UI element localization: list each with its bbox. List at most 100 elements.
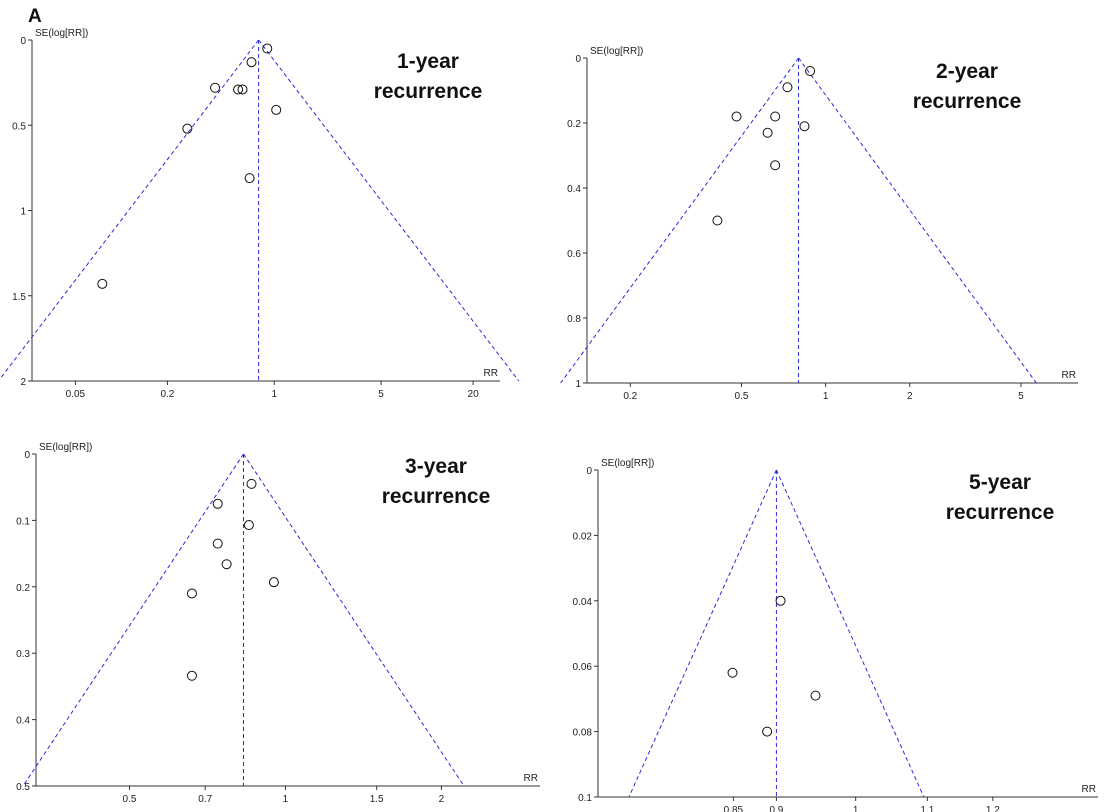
y-tick-label: 0.02: [573, 531, 593, 542]
x-tick-label: 1: [823, 391, 829, 402]
y-axis-label: SE(log[RR]): [35, 28, 88, 39]
study-point: [271, 104, 282, 115]
y-tick-label: 0: [575, 54, 581, 65]
x-axis-label: RR: [524, 773, 538, 784]
x-tick-label: 0.85: [724, 805, 744, 812]
funnel-right-line: [243, 453, 465, 787]
y-tick-label: 1: [20, 207, 26, 218]
study-point: [246, 57, 257, 68]
study-point: [221, 559, 232, 570]
study-point: [782, 82, 793, 93]
study-point: [237, 84, 248, 95]
study-point: [727, 667, 738, 678]
funnel-left-line: [628, 469, 777, 798]
study-point: [210, 82, 221, 93]
y-tick-label: 0.5: [16, 782, 30, 793]
x-tick-label: 1.2: [986, 805, 1000, 812]
funnel-plot-1-year: 0 0.5 1 1.5 2 0.05 0.2 1 5 20 SE(log[RR]) RR 1-year r…: [0, 28, 520, 400]
y-axis-label: SE(log[RR]): [590, 46, 643, 57]
study-point: [770, 160, 781, 171]
x-tick-label: 2: [907, 391, 913, 402]
panel-title: 3-year: [405, 455, 467, 478]
x-tick-label: 1: [853, 805, 859, 812]
y-tick-label: 0: [20, 36, 26, 47]
y-tick-label: 1: [575, 379, 581, 390]
x-tick-label: 1: [283, 794, 289, 805]
study-point: [762, 127, 773, 138]
funnel-left-line: [0, 39, 259, 380]
y-tick-label: 1.5: [12, 292, 26, 303]
y-tick-label: 0.2: [567, 119, 581, 130]
panel-title: 5-year: [969, 471, 1031, 494]
funnel-right-line: [258, 39, 520, 382]
study-point: [731, 111, 742, 122]
x-tick-label: 20: [468, 389, 480, 400]
study-point: [186, 670, 197, 681]
y-tick-label: 0.3: [16, 649, 30, 660]
x-tick-label: 2: [439, 794, 445, 805]
panel-title: recurrence: [946, 501, 1055, 524]
y-tick-label: 0.06: [573, 662, 593, 673]
y-axis-label: SE(log[RR]): [601, 458, 654, 469]
study-point: [770, 111, 781, 122]
study-point: [799, 121, 810, 132]
y-tick-label: 0.8: [567, 314, 581, 325]
study-point: [712, 215, 723, 226]
study-point: [182, 123, 193, 134]
x-tick-label: 0.9: [769, 805, 783, 812]
y-tick-label: 0.04: [573, 597, 593, 608]
study-point: [262, 43, 273, 54]
y-tick-label: 0.1: [578, 793, 592, 804]
funnel-left-line: [560, 57, 799, 384]
funnel-right-line: [775, 469, 925, 798]
y-tick-label: 0.4: [567, 184, 581, 195]
study-point: [762, 726, 773, 737]
x-tick-label: 5: [378, 389, 384, 400]
funnel-plot-3-year: 0 0.1 0.2 0.3 0.4 0.5 0.5 0.7 1 1.5 2 SE(log[RR]) RR…: [16, 442, 540, 805]
y-tick-label: 0.08: [573, 728, 593, 739]
y-axis-label: SE(log[RR]): [39, 442, 92, 453]
x-axis-label: RR: [1062, 370, 1076, 381]
study-point: [186, 588, 197, 599]
panel-title: 2-year: [936, 60, 998, 83]
x-tick-label: 1.1: [920, 805, 934, 812]
x-tick-label: 0.2: [623, 391, 637, 402]
x-tick-label: 0.7: [198, 794, 212, 805]
funnel-plot-2-year: 0 0.2 0.4 0.6 0.8 1 0.2 0.5 1 2 5 SE(log[RR]) RR 2-ye…: [560, 46, 1078, 402]
y-tick-label: 0: [586, 466, 592, 477]
study-point: [805, 66, 816, 76]
study-point: [233, 84, 244, 95]
x-tick-label: 0.05: [66, 389, 86, 400]
x-axis-label: RR: [1082, 784, 1096, 795]
x-tick-label: 0.2: [160, 389, 174, 400]
study-point: [243, 520, 254, 531]
x-tick-label: 0.5: [123, 794, 137, 805]
y-tick-label: 0.5: [12, 121, 26, 132]
y-tick-label: 0: [24, 450, 30, 461]
study-point: [775, 595, 786, 606]
study-point: [268, 577, 279, 588]
x-axis-label: RR: [484, 368, 498, 379]
funnel-left-line: [22, 453, 244, 787]
study-point: [212, 538, 223, 549]
x-tick-label: 1: [271, 389, 277, 400]
study-point: [97, 278, 108, 289]
panel-label: A: [28, 6, 42, 27]
panel-title: 1-year: [397, 50, 459, 73]
y-tick-label: 0.2: [16, 583, 30, 594]
x-tick-label: 5: [1018, 391, 1024, 402]
y-tick-label: 0.4: [16, 716, 30, 727]
panel-title: recurrence: [913, 90, 1022, 113]
x-tick-label: 1.5: [370, 794, 384, 805]
y-tick-label: 2: [20, 377, 26, 388]
study-point: [246, 478, 257, 489]
y-tick-label: 0.6: [567, 249, 581, 260]
x-tick-label: 0.5: [735, 391, 749, 402]
panel-title: recurrence: [374, 80, 483, 103]
funnel-plot-5-year: 0 0.02 0.04 0.06 0.08 0.1 0.85 0.9 1 1.1 1.2 SE(log…: [573, 458, 1098, 812]
panel-title: recurrence: [382, 485, 491, 508]
study-point: [810, 690, 821, 701]
study-point: [212, 498, 223, 509]
study-point: [244, 173, 255, 184]
